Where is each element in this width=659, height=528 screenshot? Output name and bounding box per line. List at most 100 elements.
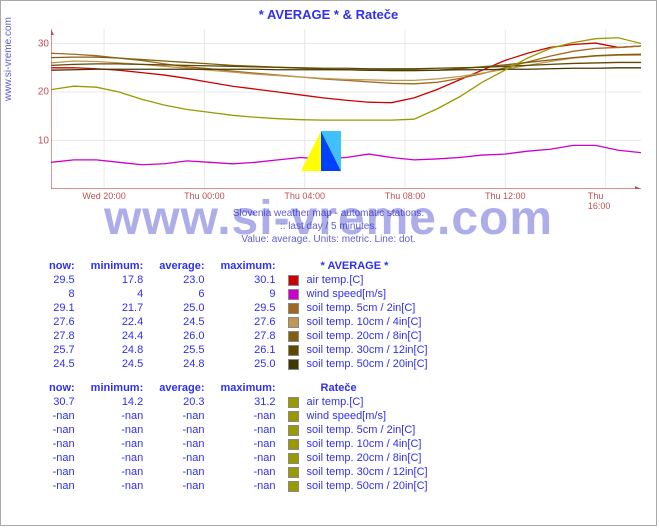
table-row: 29.121.725.029.5soil temp. 5cm / 2in[C] — [41, 301, 436, 315]
swatch-cell — [284, 479, 307, 493]
cell-min: 21.7 — [83, 301, 152, 315]
swatch-cell — [284, 273, 307, 287]
cell-max: 27.6 — [213, 315, 284, 329]
color-swatch — [288, 411, 299, 422]
table-row: -nan-nan-nan-nanwind speed[m/s] — [41, 409, 436, 423]
x-tick-label: Thu 04:00 — [284, 191, 325, 201]
x-tick-label: Wed 20:00 — [82, 191, 125, 201]
col-header: average: — [151, 259, 212, 273]
cell-min: -nan — [83, 465, 152, 479]
cell-min: 4 — [83, 287, 152, 301]
cell-now: -nan — [41, 465, 83, 479]
table-row: -nan-nan-nan-nansoil temp. 5cm / 2in[C] — [41, 423, 436, 437]
cell-max: 27.8 — [213, 329, 284, 343]
stats-table: now:minimum:average:maximum: * AVERAGE * 2… — [41, 259, 436, 371]
y-axis-labels: 10 20 30 — [29, 29, 49, 189]
col-header: average: — [151, 381, 212, 395]
swatch-col — [284, 259, 307, 273]
cell-now: 30.7 — [41, 395, 83, 409]
y-tick-label: 10 — [38, 135, 49, 146]
table-row: 27.622.424.527.6soil temp. 10cm / 4in[C] — [41, 315, 436, 329]
series-label: soil temp. 5cm / 2in[C] — [307, 423, 436, 437]
series-label: soil temp. 10cm / 4in[C] — [307, 437, 436, 451]
swatch-cell — [284, 315, 307, 329]
chart-svg — [51, 29, 641, 189]
table-row: -nan-nan-nan-nansoil temp. 30cm / 12in[C… — [41, 465, 436, 479]
cell-min: 22.4 — [83, 315, 152, 329]
swatch-cell — [284, 423, 307, 437]
col-header: minimum: — [83, 259, 152, 273]
cell-now: 29.5 — [41, 273, 83, 287]
swatch-cell — [284, 343, 307, 357]
cell-avg: 24.5 — [151, 315, 212, 329]
stats-table: now:minimum:average:maximum:Rateče30.714… — [41, 381, 436, 493]
series-label: soil temp. 5cm / 2in[C] — [307, 301, 436, 315]
swatch-cell — [284, 437, 307, 451]
cell-now: -nan — [41, 451, 83, 465]
cell-max: 30.1 — [213, 273, 284, 287]
cell-max: 31.2 — [213, 395, 284, 409]
table-row: 24.524.524.825.0soil temp. 50cm / 20in[C… — [41, 357, 436, 371]
col-header: now: — [41, 259, 83, 273]
color-swatch — [288, 481, 299, 492]
y-tick-label: 20 — [38, 87, 49, 98]
cell-now: 27.6 — [41, 315, 83, 329]
subtitle-line: Slovenia weather map - automatic station… — [1, 207, 656, 220]
swatch-cell — [284, 287, 307, 301]
cell-max: -nan — [213, 451, 284, 465]
swatch-cell — [284, 465, 307, 479]
series-label: air temp.[C] — [307, 395, 436, 409]
swatch-col — [284, 381, 307, 395]
cell-avg: -nan — [151, 479, 212, 493]
chart-subtitle: Slovenia weather map - automatic station… — [1, 207, 656, 246]
cell-avg: -nan — [151, 437, 212, 451]
cell-min: 24.4 — [83, 329, 152, 343]
x-tick-label: Thu 00:00 — [184, 191, 225, 201]
cell-max: -nan — [213, 437, 284, 451]
series-label: soil temp. 10cm / 4in[C] — [307, 315, 436, 329]
swatch-cell — [284, 409, 307, 423]
cell-max: -nan — [213, 423, 284, 437]
table-row: 30.714.220.331.2air temp.[C] — [41, 395, 436, 409]
cell-min: -nan — [83, 423, 152, 437]
color-swatch — [288, 397, 299, 408]
color-swatch — [288, 289, 299, 300]
color-swatch — [288, 331, 299, 342]
swatch-cell — [284, 395, 307, 409]
color-swatch — [288, 359, 299, 370]
series-label: soil temp. 20cm / 8in[C] — [307, 329, 436, 343]
data-tables: now:minimum:average:maximum:* AVERAGE *2… — [41, 259, 621, 503]
color-swatch — [288, 317, 299, 328]
cell-min: -nan — [83, 479, 152, 493]
table-row: 29.517.823.030.1air temp.[C] — [41, 273, 436, 287]
col-header: maximum: — [213, 259, 284, 273]
subtitle-line: Value: average. Units: metric. Line: dot… — [1, 233, 656, 246]
table-row: 25.724.825.526.1soil temp. 30cm / 12in[C… — [41, 343, 436, 357]
cell-now: 27.8 — [41, 329, 83, 343]
series-label: air temp.[C] — [307, 273, 436, 287]
swatch-cell — [284, 357, 307, 371]
series-header: * AVERAGE * — [307, 259, 436, 273]
cell-avg: 20.3 — [151, 395, 212, 409]
cell-now: -nan — [41, 423, 83, 437]
cell-min: -nan — [83, 437, 152, 451]
cell-now: 29.1 — [41, 301, 83, 315]
color-swatch — [288, 425, 299, 436]
cell-max: -nan — [213, 409, 284, 423]
watermark-icon — [301, 131, 341, 171]
col-header: maximum: — [213, 381, 284, 395]
y-tick-label: 30 — [38, 38, 49, 49]
x-tick-label: Thu 12:00 — [485, 191, 526, 201]
cell-min: -nan — [83, 409, 152, 423]
series-header: Rateče — [307, 381, 436, 395]
series-label: soil temp. 30cm / 12in[C] — [307, 343, 436, 357]
cell-now: 25.7 — [41, 343, 83, 357]
series-label: soil temp. 20cm / 8in[C] — [307, 451, 436, 465]
cell-min: -nan — [83, 451, 152, 465]
table-row: -nan-nan-nan-nansoil temp. 20cm / 8in[C] — [41, 451, 436, 465]
cell-max: 26.1 — [213, 343, 284, 357]
series-label: soil temp. 50cm / 20in[C] — [307, 357, 436, 371]
subtitle-line: :: last day / 5 minutes. — [1, 220, 656, 233]
cell-avg: 26.0 — [151, 329, 212, 343]
series-label: wind speed[m/s] — [307, 409, 436, 423]
